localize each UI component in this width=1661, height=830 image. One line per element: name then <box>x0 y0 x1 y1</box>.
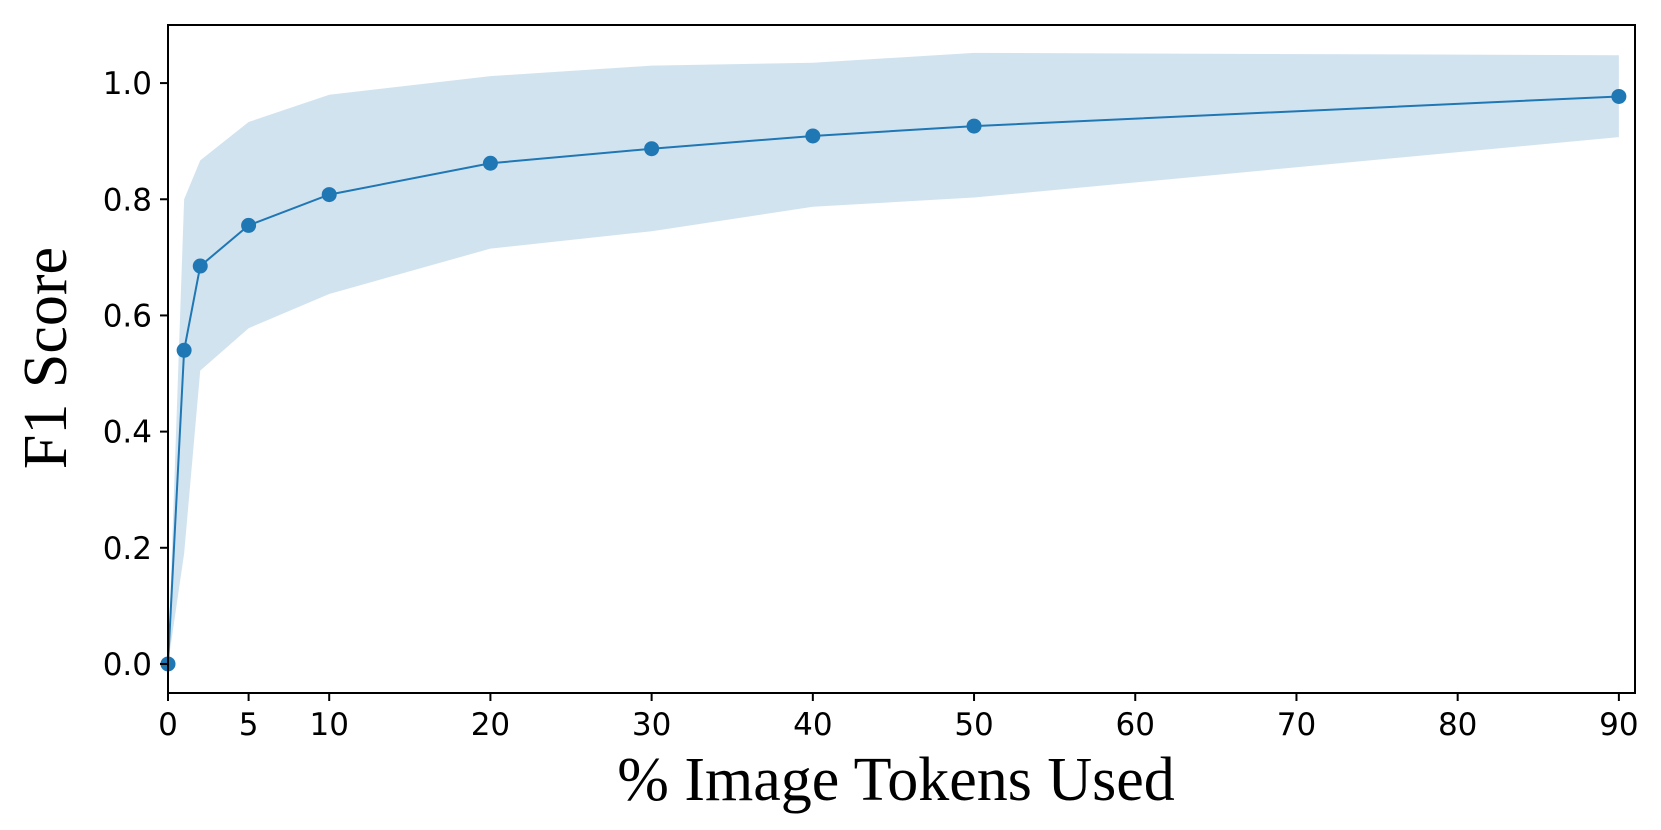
y-tick-label: 0.0 <box>103 647 152 683</box>
x-axis-title: % Image Tokens Used <box>617 746 1175 814</box>
data-point <box>482 155 498 171</box>
x-tick-label: 0 <box>158 707 178 743</box>
y-tick-label: 0.4 <box>103 415 152 451</box>
data-point <box>241 217 257 233</box>
x-tick-label: 60 <box>1116 707 1155 743</box>
plot-area <box>160 52 1627 672</box>
plot-frame <box>167 24 1636 694</box>
y-tick-label: 0.6 <box>103 298 152 334</box>
x-tick-label: 5 <box>239 707 259 743</box>
y-tick-label: 0.2 <box>103 531 152 567</box>
data-point <box>176 342 192 358</box>
x-tick-label: 90 <box>1599 707 1638 743</box>
x-tick-label: 80 <box>1438 707 1477 743</box>
y-axis-title: F1 Score <box>12 247 80 469</box>
x-tick-label: 10 <box>309 707 348 743</box>
x-tick-label: 40 <box>793 707 832 743</box>
data-point <box>644 141 660 157</box>
data-point <box>966 118 982 134</box>
x-tick-label: 20 <box>471 707 510 743</box>
data-point <box>1611 88 1627 104</box>
x-tick-label: 70 <box>1277 707 1316 743</box>
data-point <box>805 128 821 144</box>
data-point <box>192 258 208 274</box>
y-tick-label: 1.0 <box>103 66 152 102</box>
series-line <box>167 95 1619 665</box>
x-tick-label: 50 <box>954 707 993 743</box>
y-tick-label: 0.8 <box>103 182 152 218</box>
x-tick-label: 30 <box>632 707 671 743</box>
axes: 0 5 10 20 30 40 50 60 70 80 90 0.0 0.2 0.4 0.6 0.8 1.0 <box>103 24 1639 743</box>
data-point <box>321 187 337 203</box>
confidence-band <box>168 52 1619 664</box>
